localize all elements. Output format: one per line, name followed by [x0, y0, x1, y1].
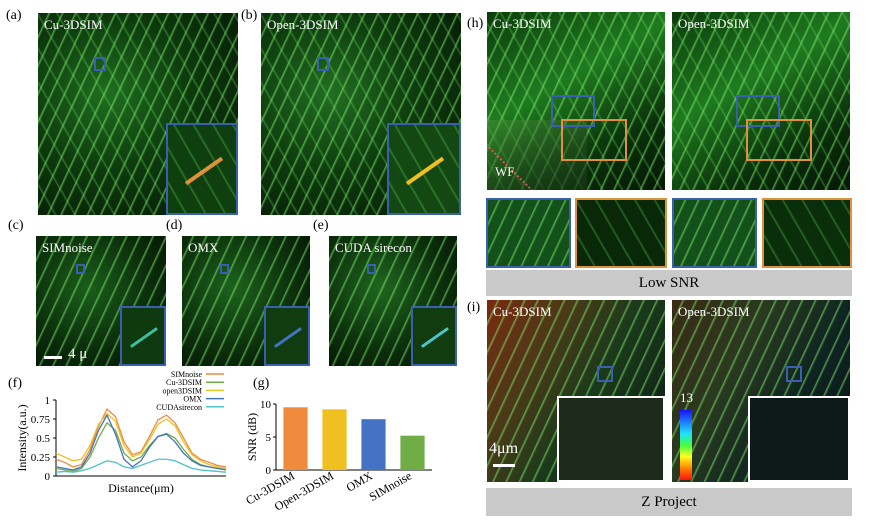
panel-a-title: Cu-3DSIM	[44, 17, 103, 32]
bar-OMX	[361, 419, 386, 470]
scale-bar-label: 4μm	[489, 440, 519, 457]
panel-g-label: (g)	[253, 376, 270, 391]
roi-box	[786, 366, 802, 382]
roi-box	[597, 366, 613, 382]
series-line-OMX	[55, 413, 227, 471]
y-axis-label: Intensity(a.u.)	[15, 404, 29, 471]
roi-box	[220, 264, 229, 274]
panel-h-right-title: Open-3DSIM	[678, 16, 750, 31]
panel-d-image: OMX	[182, 236, 310, 366]
zoom-inset	[264, 306, 310, 366]
series-line-SIMnoise	[55, 408, 227, 468]
caption-low-snr: Low SNR	[486, 270, 852, 296]
panel-h-left-title: Cu-3DSIM	[493, 16, 552, 31]
y-tick-label: 1	[45, 395, 51, 407]
bar-SIMnoise	[400, 435, 425, 470]
panel-a-label: (a)	[6, 8, 22, 23]
series-line-Cu-3DSIM	[55, 421, 227, 473]
panel-f-label: (f)	[8, 376, 22, 391]
series-line-CUDAsirecon	[55, 458, 227, 473]
legend-label: CUDAsirecon	[156, 403, 202, 412]
panel-i-left-title: Cu-3DSIM	[493, 304, 552, 319]
panel-i-left-image: Cu-3DSIM 4μm	[487, 300, 665, 482]
panel-c-title: SIMnoise	[42, 240, 93, 255]
bar-Cu-3DSIM	[283, 407, 308, 470]
wf-label: WF	[495, 164, 515, 179]
bar-Open-3DSIM	[322, 409, 347, 470]
y-tick-label: 5	[266, 432, 272, 444]
panel-d-title: OMX	[188, 240, 219, 255]
panel-e-label: (e)	[313, 218, 329, 233]
y-tick-label: 0	[266, 465, 272, 477]
zoom-inset-blue-left	[486, 198, 571, 268]
panel-h-left-image: Cu-3DSIM WF	[487, 12, 665, 190]
panel-a-image: Cu-3DSIM	[38, 13, 238, 215]
profile-line	[274, 327, 302, 348]
panel-b-label: (b)	[241, 8, 258, 23]
roi-box-blue	[551, 95, 595, 127]
depth-colorbar	[680, 410, 692, 480]
zoom-inset	[557, 396, 665, 482]
panel-h-right-image: Open-3DSIM	[672, 12, 850, 190]
panel-i-label: (i)	[467, 300, 481, 315]
y-tick-label: 0.25	[31, 452, 51, 464]
panel-e-image: CUDA sirecon	[329, 236, 457, 366]
panel-b-image: Open-3DSIM	[261, 13, 461, 215]
roi-box-orange	[561, 119, 627, 161]
zoom-inset	[411, 306, 457, 366]
wf-region	[487, 120, 587, 190]
legend-label: open3DSIM	[162, 386, 202, 395]
roi-box-blue	[736, 95, 780, 127]
legend-label: SIMnoise	[171, 370, 203, 379]
zoom-inset	[120, 306, 166, 366]
legend-label: OMX	[183, 395, 202, 404]
caption-z-project: Z Project	[486, 488, 852, 516]
zoom-inset	[166, 123, 238, 215]
zoom-inset-orange-right	[762, 198, 852, 268]
legend-label: Cu-3DSIM	[166, 378, 202, 387]
zoom-inset-blue-right	[672, 198, 757, 268]
roi-box	[76, 264, 85, 274]
series-line-open3DSIM	[55, 412, 227, 470]
intensity-profile-chart: 0 0.25 0.5 0.75 1 SIMnoiseCu-3DSIMopen3DSIMOM…	[15, 370, 227, 495]
y-axis-label: SNR (dB)	[246, 413, 259, 461]
category-label: SIMnoise	[367, 468, 414, 503]
scale-bar-label: 4 μ	[68, 346, 88, 362]
roi-box-orange	[746, 119, 812, 161]
y-tick-label: 10	[260, 399, 272, 411]
roi-box	[317, 57, 329, 71]
profile-line	[421, 327, 449, 348]
zoom-inset-orange-left	[575, 198, 667, 268]
panel-i-right-image: Open-3DSIM 13	[672, 300, 850, 482]
roi-box	[367, 264, 376, 274]
profile-line	[130, 327, 158, 348]
panel-b-title: Open-3DSIM	[267, 17, 339, 32]
scale-bar	[44, 356, 62, 359]
panel-d-label: (d)	[166, 218, 183, 233]
y-tick-label: 0	[45, 471, 51, 483]
panel-i-right-title: Open-3DSIM	[678, 304, 750, 319]
panel-c-label: (c)	[8, 218, 24, 233]
zoom-inset	[387, 123, 461, 215]
zoom-inset	[748, 396, 850, 482]
x-axis-label: Distance(μm)	[108, 481, 174, 495]
y-tick-label: 0.5	[36, 433, 50, 445]
panel-e-title: CUDA sirecon	[335, 240, 412, 255]
panel-h-label: (h)	[467, 16, 484, 31]
roi-box	[94, 57, 106, 71]
panel-c-image: SIMnoise 4 μ	[36, 236, 166, 366]
colorbar-max-label: 13	[680, 390, 693, 405]
y-tick-label: 0.75	[31, 414, 51, 426]
scale-bar	[493, 464, 515, 467]
